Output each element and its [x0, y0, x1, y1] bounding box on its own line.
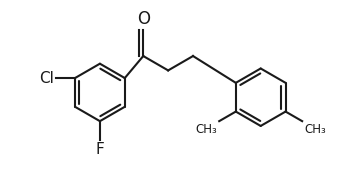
Text: O: O: [137, 10, 150, 28]
Text: CH₃: CH₃: [304, 122, 326, 135]
Text: CH₃: CH₃: [195, 122, 217, 135]
Text: F: F: [95, 142, 104, 157]
Text: Cl: Cl: [40, 70, 55, 86]
